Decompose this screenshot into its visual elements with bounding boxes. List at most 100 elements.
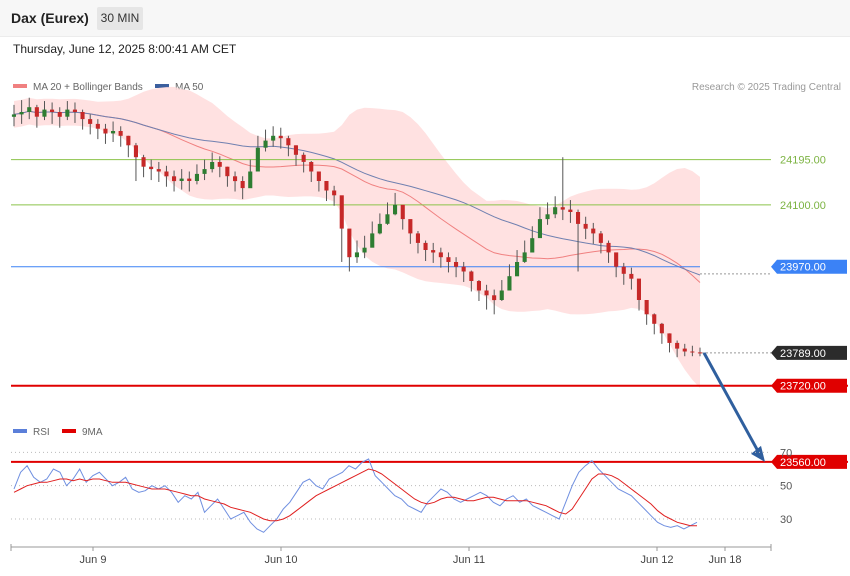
rsi-tick-label: 70 (780, 447, 792, 459)
rsi-line (13, 458, 698, 533)
candle-body (34, 107, 39, 117)
candle-body (126, 135, 131, 146)
candle-body (629, 273, 634, 279)
candle-body (545, 214, 550, 220)
candle-body (11, 114, 16, 117)
candle-body (164, 171, 169, 177)
candle-body (583, 223, 588, 229)
ma20-legend-swatch (13, 84, 27, 88)
ma20-legend-label: MA 20 + Bollinger Bands (33, 82, 143, 93)
candle-body (316, 171, 321, 181)
candle-body (42, 109, 47, 117)
candle-body (636, 278, 641, 300)
instrument-title: Dax (Eurex) (11, 10, 89, 26)
candle-body (179, 178, 184, 181)
candle-body (339, 195, 344, 229)
candle-body (217, 162, 222, 167)
price-tag-pivot (771, 259, 847, 274)
candle-body (484, 290, 489, 296)
price-levels (11, 159, 848, 463)
candle-body (255, 147, 260, 172)
candle-body (492, 295, 497, 301)
x-tick-label: Jun 11 (453, 554, 485, 566)
candle-body (65, 109, 70, 117)
candle-body (263, 140, 268, 148)
rsi-ma-legend-swatch (62, 429, 76, 433)
candle-body (233, 176, 238, 182)
ma50-legend-swatch (155, 84, 169, 88)
candle-body (149, 166, 154, 170)
candle-body (95, 123, 100, 129)
candle-body (476, 281, 481, 291)
candlesticks (11, 97, 702, 358)
candle-body (278, 135, 283, 139)
candle-body (454, 262, 459, 267)
candle-body (293, 145, 298, 155)
candle-body (606, 242, 611, 253)
candle-body (202, 169, 207, 174)
rsi-legend-label: RSI (33, 427, 50, 438)
candle-body (88, 119, 93, 124)
candle-body (507, 276, 512, 291)
candle-body (72, 109, 77, 112)
price-label-last: 23789.00 (780, 348, 826, 360)
price-label-support: 23560.00 (780, 457, 826, 469)
x-tick-label: Jun 10 (264, 554, 297, 566)
candle-body (568, 209, 573, 212)
rsi-panel: 70 50 30 (11, 447, 792, 533)
x-tick-label: Jun 18 (708, 554, 741, 566)
candle-body (591, 228, 596, 234)
candle-body (385, 214, 390, 224)
candle-body (553, 207, 558, 215)
candle-body (240, 181, 245, 189)
candle-body (225, 166, 230, 177)
candle-body (675, 342, 680, 349)
price-tag-support (771, 454, 847, 469)
candle-body (659, 323, 664, 334)
candle-body (446, 257, 451, 262)
candle-body (408, 219, 413, 234)
timeframe-button[interactable]: 30 MIN (97, 7, 143, 30)
candle-body (461, 266, 466, 272)
candle-body (187, 178, 192, 181)
candle-body (469, 271, 474, 281)
candle-body (19, 112, 24, 115)
candle-body (50, 109, 55, 112)
candle-body (354, 252, 359, 258)
candle-body (57, 112, 62, 117)
candle-body (667, 333, 672, 343)
candle-body (576, 212, 581, 224)
price-label-resistance: 24195.00 (780, 155, 826, 167)
x-tick-label: Jun 12 (640, 554, 673, 566)
candle-body (111, 131, 116, 134)
timestamp: Thursday, June 12, 2025 8:00:41 AM CET (13, 42, 237, 56)
candle-body (332, 190, 337, 196)
ma50-legend-label: MA 50 (175, 82, 204, 93)
candle-body (431, 250, 436, 253)
candle-body (347, 228, 352, 258)
candle-body (301, 154, 306, 162)
price-labels: 24195.00 24100.00 23970.00 23789.00 23720.00… (771, 155, 847, 469)
candle-body (370, 233, 375, 248)
candle-body (172, 176, 177, 182)
target-arrow (702, 352, 765, 462)
moving-averages (13, 110, 701, 283)
candle-body (377, 223, 382, 234)
chart-header: Dax (Eurex) 30 MIN (0, 0, 850, 37)
candle-body (682, 348, 687, 352)
price-tag-last (771, 345, 847, 360)
candle-body (80, 112, 85, 120)
rsi-ma-line (13, 468, 697, 527)
candle-body (614, 252, 619, 267)
rsi-legend: RSI 9MA (13, 427, 103, 438)
main-legend: MA 20 + Bollinger Bands MA 50 Research ©… (13, 82, 841, 93)
candle-body (362, 247, 367, 253)
candle-body (438, 252, 443, 258)
bollinger-bands (14, 86, 700, 389)
rsi-legend-swatch (13, 429, 27, 433)
arrow-head (751, 445, 765, 462)
candle-body (133, 145, 138, 158)
candle-body (286, 138, 291, 146)
candle-body (621, 266, 626, 274)
